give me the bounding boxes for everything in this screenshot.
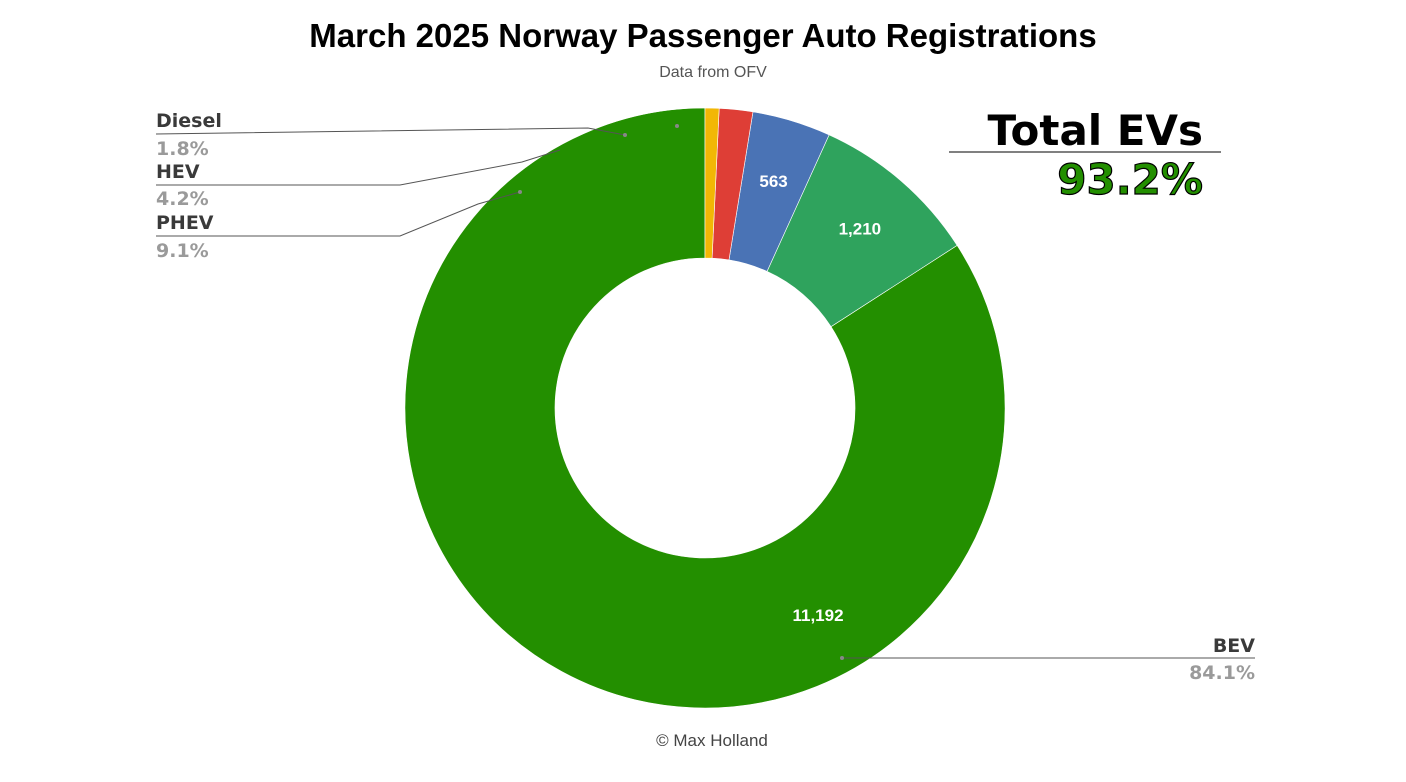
slice-value-labels: 11,192 1,210 563 (759, 172, 881, 625)
chart-footer: © Max Holland (656, 731, 768, 750)
hev-percent-label: 4.2% (156, 188, 209, 210)
bev-percent-label: 84.1% (1189, 662, 1255, 684)
value-label-bev: 11,192 (792, 606, 843, 625)
diesel-percent-label: 1.8% (156, 138, 209, 160)
donut-slices (404, 107, 1006, 709)
diesel-leader-line (155, 127, 626, 136)
hev-leader-line (156, 149, 561, 186)
chart-title: March 2025 Norway Passenger Auto Registr… (309, 17, 1096, 54)
phev-name-label: PHEV (156, 212, 214, 234)
slice-bev (404, 107, 1006, 709)
slice-petrol (704, 107, 720, 259)
value-label-phev: 1,210 (839, 220, 882, 239)
value-label-hev: 563 (759, 172, 787, 191)
total-evs-title: Total EVs (987, 106, 1203, 155)
phev-leader-dot (518, 190, 522, 194)
diesel-leader-dot (623, 133, 627, 137)
hev-name-label: HEV (156, 161, 200, 183)
total-evs-callout: Total EVs 93.2% (949, 106, 1221, 205)
total-evs-value: 93.2% (1057, 155, 1203, 204)
chart-subtitle: Data from OFV (659, 64, 767, 81)
hev-leader-dot (675, 124, 679, 128)
phev-leader-line (156, 191, 521, 237)
bev-leader-dot (840, 656, 844, 660)
phev-percent-label: 9.1% (156, 240, 209, 262)
callout-labels: Diesel 1.8% HEV 4.2% PHEV 9.1% BEV 84.1% (155, 110, 1255, 684)
bev-name-label: BEV (1213, 635, 1255, 657)
diesel-name-label: Diesel (156, 110, 222, 132)
